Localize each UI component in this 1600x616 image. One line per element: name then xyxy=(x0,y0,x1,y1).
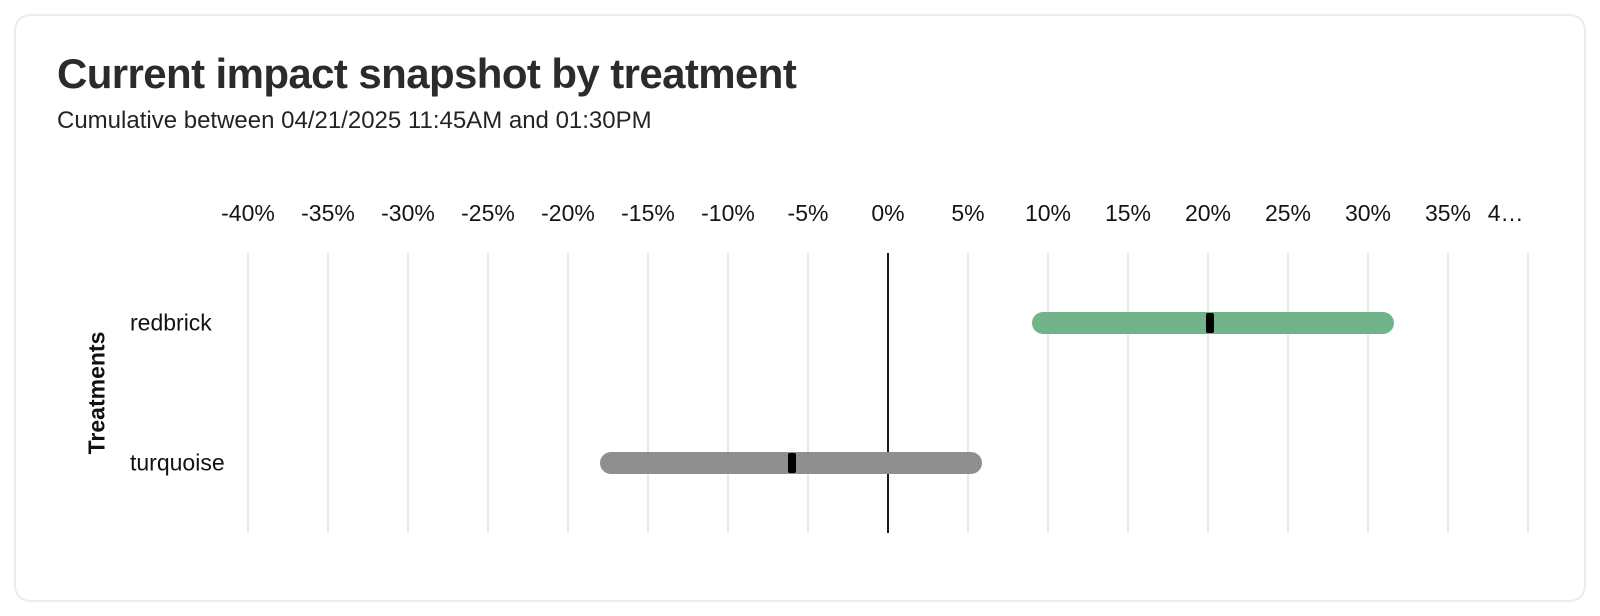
gridline xyxy=(807,253,809,533)
gridline xyxy=(1367,253,1369,533)
gridline xyxy=(727,253,729,533)
x-axis-tick-label: -30% xyxy=(381,200,435,226)
x-axis-tick-label: -10% xyxy=(701,200,755,226)
x-axis-tick-label: 35% xyxy=(1424,200,1472,226)
x-axis-tick-label: -15% xyxy=(621,200,675,226)
x-axis-tick-label: -5% xyxy=(787,200,829,226)
chart-subtitle: Cumulative between 04/21/2025 11:45AM an… xyxy=(57,107,652,134)
category-label-turquoise: turquoise xyxy=(130,449,225,476)
gridline xyxy=(567,253,569,533)
chart-title: Current impact snapshot by treatment xyxy=(57,50,797,97)
x-axis-tick-label: -20% xyxy=(541,200,595,226)
gridline xyxy=(327,253,329,533)
estimate-marker-turquoise xyxy=(788,453,796,473)
gridline xyxy=(1127,253,1129,533)
estimate-marker-redbrick xyxy=(1205,313,1214,333)
x-axis-tick-label: 25% xyxy=(1264,200,1312,226)
gridline xyxy=(1047,253,1049,533)
gridline xyxy=(1447,253,1449,533)
gridline xyxy=(247,253,249,533)
zero-axis-line xyxy=(887,253,889,533)
gridline xyxy=(407,253,409,533)
x-axis-tick-label: -35% xyxy=(301,200,355,226)
gridline xyxy=(1527,253,1529,533)
gridline xyxy=(647,253,649,533)
x-axis-tick-label: 0% xyxy=(871,200,905,226)
x-axis-tick-label: 5% xyxy=(951,200,985,226)
gridline xyxy=(1207,253,1209,533)
x-axis-tick-label: -25% xyxy=(461,200,515,226)
impact-snapshot-card xyxy=(14,14,1586,602)
x-axis-tick-label: 20% xyxy=(1184,200,1232,226)
category-label-redbrick: redbrick xyxy=(130,309,212,336)
gridline xyxy=(967,253,969,533)
x-axis-tick-label: 15% xyxy=(1104,200,1152,226)
x-axis-tick-label: -40% xyxy=(221,200,275,226)
gridline xyxy=(1287,253,1289,533)
x-axis-tick-label: 4… xyxy=(1487,200,1524,226)
gridline xyxy=(487,253,489,533)
x-axis-tick-label: 10% xyxy=(1024,200,1072,226)
x-axis-tick-label: 30% xyxy=(1344,200,1392,226)
